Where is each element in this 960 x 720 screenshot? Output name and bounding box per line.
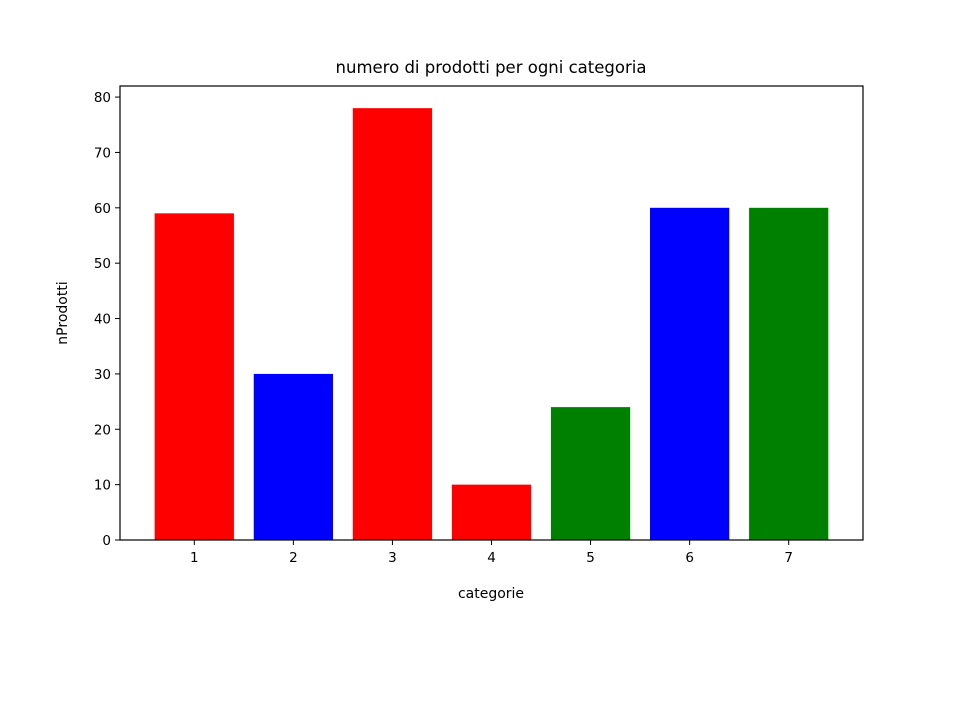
x-tick-label: 5: [586, 550, 595, 566]
y-tick-label: 10: [94, 478, 111, 494]
y-tick-label: 50: [94, 256, 111, 272]
bar-4: [451, 484, 532, 540]
bar-3: [352, 108, 433, 541]
x-tick-label: 3: [388, 550, 397, 566]
y-tick-label: 40: [94, 312, 111, 328]
x-tick-label: 4: [487, 550, 496, 566]
y-axis-label: nProdotti: [55, 281, 71, 344]
x-tick-label: 2: [289, 550, 298, 566]
y-tick-label: 20: [94, 422, 111, 438]
y-tick-label: 0: [102, 533, 111, 549]
bar-2: [253, 373, 333, 540]
y-tick-label: 60: [94, 201, 111, 217]
bar-6: [650, 207, 730, 540]
x-tick-label: 6: [685, 550, 694, 566]
bar-5: [550, 407, 631, 540]
bar-7: [749, 207, 829, 540]
x-tick-label: 7: [784, 550, 793, 566]
y-tick-label: 70: [94, 145, 111, 161]
chart-title: numero di prodotti per ogni categoria: [336, 58, 647, 77]
plot-area-frame: [119, 85, 864, 541]
y-tick-label: 80: [94, 90, 111, 106]
bar-1: [154, 213, 234, 540]
y-axis-ticks: 0 10 20 30 40 50 60 70 80: [94, 90, 120, 549]
x-axis-label: categorie: [458, 586, 524, 602]
y-tick-label: 30: [94, 367, 111, 383]
bars-group: [154, 108, 829, 541]
x-tick-label: 1: [190, 550, 199, 566]
x-axis-ticks: 1 2 3 4 5 6 7: [190, 540, 793, 566]
